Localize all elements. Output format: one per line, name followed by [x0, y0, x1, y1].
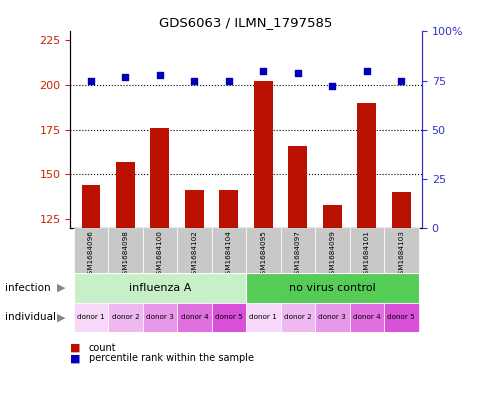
Bar [74, 303, 108, 332]
Text: donor 5: donor 5 [387, 314, 414, 320]
Text: donor 1: donor 1 [77, 314, 105, 320]
Bar [116, 162, 135, 228]
Text: GSM1684097: GSM1684097 [294, 230, 300, 279]
Text: influenza A: influenza A [128, 283, 191, 293]
Text: GSM1684098: GSM1684098 [122, 230, 128, 279]
Bar [74, 273, 245, 303]
Point [190, 77, 198, 84]
Text: GSM1684100: GSM1684100 [157, 230, 163, 279]
Bar [383, 303, 418, 332]
Bar [81, 185, 100, 228]
Bar [245, 228, 280, 273]
Bar [245, 273, 418, 303]
Bar [315, 228, 349, 273]
Text: ▶: ▶ [57, 312, 65, 322]
Bar [150, 128, 169, 228]
Point [362, 68, 370, 74]
Bar [211, 303, 245, 332]
Text: ▶: ▶ [57, 283, 65, 293]
Text: donor 2: donor 2 [284, 314, 311, 320]
Title: GDS6063 / ILMN_1797585: GDS6063 / ILMN_1797585 [159, 16, 332, 29]
Text: GSM1684101: GSM1684101 [363, 230, 369, 279]
Bar [383, 228, 418, 273]
Point [259, 68, 267, 74]
Bar [288, 146, 307, 228]
Bar [280, 303, 315, 332]
Bar [108, 303, 142, 332]
Point [293, 70, 301, 76]
Bar [349, 303, 383, 332]
Bar [142, 303, 177, 332]
Point [328, 83, 335, 90]
Text: donor 2: donor 2 [111, 314, 139, 320]
Point [225, 77, 232, 84]
Bar [253, 81, 272, 228]
Bar [322, 205, 341, 228]
Point [156, 72, 164, 78]
Bar [184, 191, 203, 228]
Text: GSM1684103: GSM1684103 [397, 230, 404, 279]
Text: GSM1684096: GSM1684096 [88, 230, 94, 279]
Text: donor 5: donor 5 [214, 314, 242, 320]
Bar [280, 228, 315, 273]
Text: percentile rank within the sample: percentile rank within the sample [89, 353, 253, 364]
Bar [245, 303, 280, 332]
Bar [142, 228, 177, 273]
Text: GSM1684095: GSM1684095 [260, 230, 266, 279]
Text: donor 4: donor 4 [352, 314, 380, 320]
Bar [108, 228, 142, 273]
Text: GSM1684099: GSM1684099 [329, 230, 334, 279]
Point [87, 77, 95, 84]
Bar [315, 303, 349, 332]
Text: no virus control: no virus control [288, 283, 375, 293]
Point [396, 77, 404, 84]
Bar [391, 192, 410, 228]
Text: GSM1684102: GSM1684102 [191, 230, 197, 279]
Text: donor 3: donor 3 [318, 314, 346, 320]
Text: donor 4: donor 4 [180, 314, 208, 320]
Text: count: count [89, 343, 116, 353]
Text: individual: individual [5, 312, 56, 322]
Text: ■: ■ [70, 353, 81, 364]
Text: ■: ■ [70, 343, 81, 353]
Point [121, 73, 129, 80]
Bar [357, 103, 376, 228]
Bar [177, 303, 211, 332]
Bar [211, 228, 245, 273]
Bar [349, 228, 383, 273]
Text: infection: infection [5, 283, 50, 293]
Bar [74, 228, 108, 273]
Bar [219, 191, 238, 228]
Text: donor 1: donor 1 [249, 314, 277, 320]
Bar [177, 228, 211, 273]
Text: GSM1684104: GSM1684104 [226, 230, 231, 279]
Text: donor 3: donor 3 [146, 314, 173, 320]
